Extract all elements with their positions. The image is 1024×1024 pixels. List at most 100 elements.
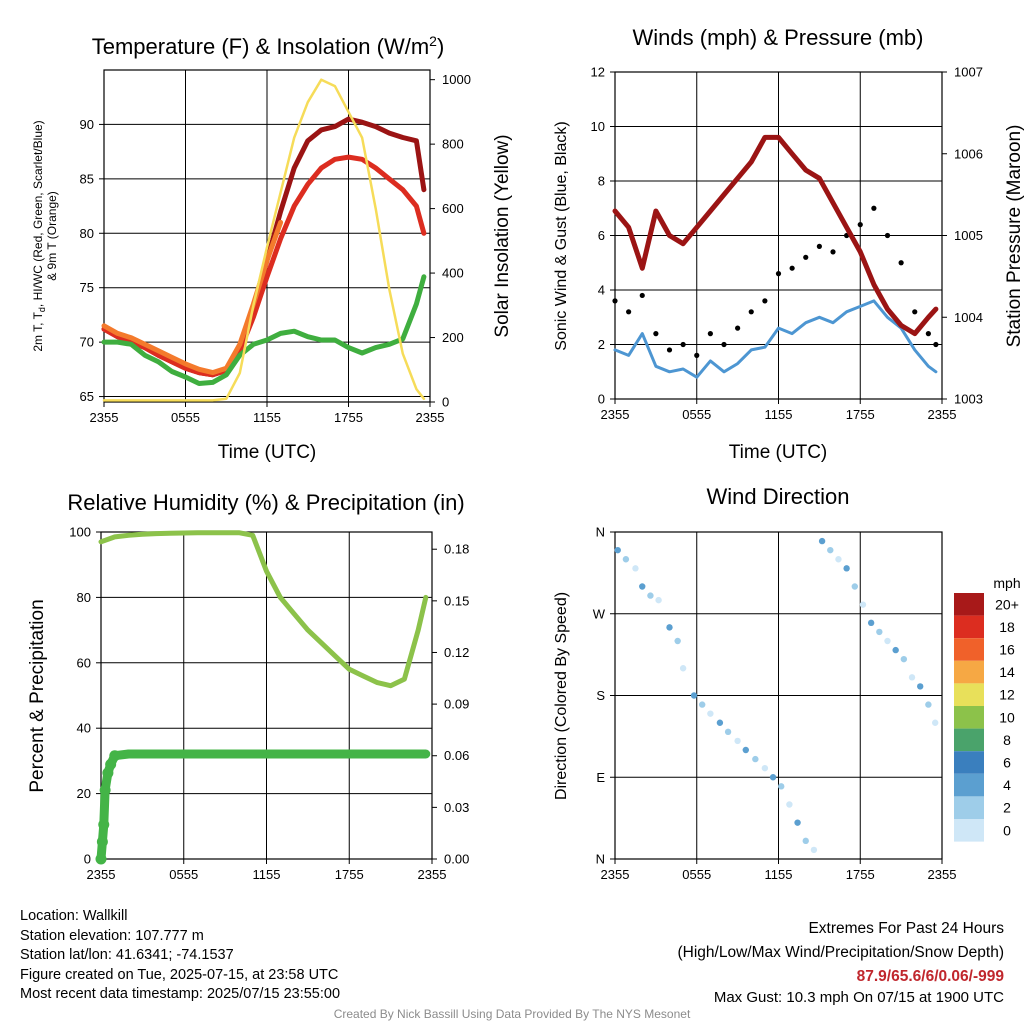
precipitation-point	[109, 750, 121, 762]
direction-point	[752, 755, 759, 763]
direction-point	[810, 846, 818, 854]
temperature-ylabel-left-1: 2m T, Td, HI/WC (Red, Green, Scarlet/Blu…	[31, 120, 47, 351]
colorbar-swatch	[954, 819, 984, 842]
y-tick-label-right: 1003	[954, 392, 983, 407]
colorbar-label: 10	[999, 709, 1015, 725]
colorbar-label: 16	[999, 642, 1015, 658]
info-latlon: Station lat/lon: 41.6341; -74.1537	[20, 947, 234, 963]
temperature-ylabel-right: Solar Insolation (Yellow)	[492, 134, 513, 337]
direction-point	[835, 556, 842, 563]
direction-point	[647, 592, 654, 599]
colorbar-swatch	[954, 796, 984, 819]
colorbar-label: 8	[1003, 732, 1011, 748]
info-recent: Most recent data timestamp: 2025/07/15 2…	[20, 986, 341, 1002]
colorbar-label: 18	[999, 619, 1015, 635]
gust-point	[680, 341, 686, 348]
credit-line: Created By Nick Bassill Using Data Provi…	[333, 1007, 691, 1021]
direction-point	[679, 665, 687, 672]
x-tick-label: 1155	[253, 867, 281, 882]
colorbar-swatch	[954, 706, 984, 729]
gust-point	[884, 232, 891, 239]
x-tick-label: 0555	[171, 410, 200, 425]
gust-point	[612, 298, 618, 304]
x-tick-label: 1755	[846, 867, 875, 882]
colorbar-swatch	[954, 660, 984, 684]
direction-point	[716, 719, 724, 726]
temperature-ylabel-left-2: & 9m T (Orange)	[45, 191, 59, 281]
y-tick-label-left: S	[596, 688, 605, 703]
x-tick-label: 2355	[601, 867, 630, 882]
y-tick-label-left: 12	[591, 65, 605, 80]
direction-point	[707, 710, 714, 717]
station-info: Location: Wallkill Station elevation: 10…	[20, 907, 340, 1005]
humidity-plot-area: 2355 0555 1155 1755 23550204060801000.000.03…	[69, 525, 469, 883]
gust-point	[735, 325, 741, 331]
humidity-panel: Relative Humidity (%) & Precipitation (i…	[27, 490, 469, 882]
precipitation-point	[102, 767, 114, 779]
direction-point	[794, 819, 801, 826]
direction-point	[639, 583, 646, 590]
relative-humidity-line	[98, 530, 429, 689]
direction-point	[724, 728, 732, 736]
colorbar-label: 12	[999, 687, 1015, 703]
y-tick-label-left: 20	[77, 786, 91, 801]
y-tick-label-left: 4	[598, 283, 605, 298]
gust-point	[694, 352, 700, 358]
y-tick-label-right: 0.18	[444, 542, 469, 557]
precipitation-point	[95, 853, 107, 865]
direction-point	[851, 583, 858, 590]
precipitation-point	[98, 819, 110, 831]
direction-point	[622, 556, 630, 563]
direction-point	[908, 674, 916, 681]
direction-point	[655, 596, 662, 604]
temperature-panel: Temperature (F) & Insolation (W/m2) 2355…	[31, 33, 513, 463]
colorbar-label: 2	[1003, 800, 1011, 816]
gust-point	[639, 292, 645, 299]
y-tick-label-right: 0.06	[444, 748, 469, 763]
colorbar-swatch	[954, 751, 984, 774]
x-tick-label: 0555	[682, 867, 711, 882]
x-tick-label: 1155	[765, 867, 793, 882]
direction-point	[827, 546, 834, 554]
extremes-subtitle: (High/Low/Max Wind/Precipitation/Snow De…	[677, 944, 1005, 961]
y-tick-label-right: 0.03	[444, 800, 469, 815]
direction-point	[742, 746, 749, 754]
info-elevation: Station elevation: 107.777 m	[20, 927, 204, 944]
direction-point	[884, 637, 891, 645]
x-tick-label: 1155	[253, 410, 281, 425]
gust-point	[626, 309, 632, 315]
y-tick-label-right: 800	[442, 137, 464, 152]
y-tick-label-right: 600	[442, 201, 464, 216]
direction-title: Wind Direction	[706, 484, 849, 509]
x-tick-label: 2355	[416, 410, 445, 425]
y-tick-label-left: 80	[80, 226, 94, 241]
y-tick-label-left: 40	[77, 721, 91, 736]
direction-point	[925, 701, 932, 708]
heat-index-line	[101, 154, 427, 378]
direction-point	[900, 655, 908, 663]
y-tick-label-left: E	[596, 770, 605, 785]
pressure-line	[612, 134, 939, 337]
x-tick-label: 2355	[418, 867, 447, 882]
max-gust: Max Gust: 10.3 mph On 07/15 at 1900 UTC	[713, 989, 1004, 1006]
x-tick-label: 1755	[334, 410, 363, 425]
x-tick-label: 2355	[928, 407, 957, 422]
direction-panel: Wind Direction 2355 0555 1155 1755 2355NESWN…	[553, 484, 1021, 882]
direction-point	[892, 646, 899, 654]
direction-point	[843, 565, 850, 572]
y-tick-label-right: 1005	[954, 228, 983, 243]
precipitation-line	[96, 749, 431, 864]
y-tick-label-left: 80	[77, 590, 91, 605]
y-tick-label-right: 1007	[954, 65, 983, 80]
y-tick-label-left: 90	[80, 117, 94, 132]
info-location: Location: Wallkill	[20, 908, 128, 924]
y-tick-label-right: 1006	[954, 146, 983, 161]
winds-title: Winds (mph) & Pressure (mb)	[633, 25, 924, 50]
colorbar-label: 0	[1003, 822, 1011, 838]
y-tick-label-left: 6	[598, 228, 605, 243]
y-tick-label-left: 70	[80, 335, 94, 350]
y-tick-label-left: 10	[591, 119, 605, 134]
gust-point	[816, 243, 822, 249]
